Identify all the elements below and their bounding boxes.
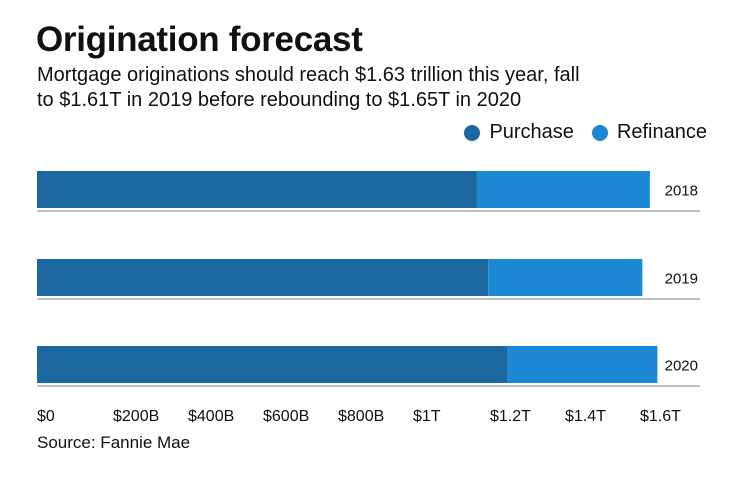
x-tick-label: $1.4T: [565, 408, 606, 425]
category-label-2019: 2019: [665, 271, 698, 288]
x-tick-label: $1.6T: [640, 408, 681, 425]
legend-label-purchase: Purchase: [489, 121, 574, 143]
x-tick-label: $1T: [413, 408, 441, 425]
source-note: Source: Fannie Mae: [37, 433, 191, 452]
legend-swatch-purchase: [464, 124, 481, 141]
subtitle-line-1: Mortgage originations should reach $1.63…: [37, 64, 580, 86]
legend-item-purchase: Purchase: [464, 121, 574, 144]
bar-refinance-2020: [507, 346, 658, 383]
category-label-2018: 2018: [665, 183, 698, 200]
subtitle-line-2: to $1.61T in 2019 before rebounding to $…: [37, 89, 522, 111]
bar-purchase-2018: [37, 171, 477, 208]
legend: Purchase Refinance: [454, 121, 707, 144]
legend-label-refinance: Refinance: [616, 121, 707, 143]
x-tick-label: $200B: [113, 408, 159, 425]
bar-refinance-2019: [488, 259, 643, 296]
chart-title: Origination forecast: [36, 20, 363, 59]
category-label-2020: 2020: [665, 358, 698, 375]
bar-purchase-2019: [37, 259, 489, 296]
bar-refinance-2018: [476, 171, 650, 208]
x-tick-label: $1.2T: [490, 408, 531, 425]
legend-item-refinance: Refinance: [591, 121, 707, 144]
x-tick-label: $800B: [338, 408, 384, 425]
bar-purchase-2020: [37, 346, 507, 383]
x-tick-label: $400B: [188, 408, 234, 425]
x-tick-label: $0: [37, 408, 55, 425]
legend-swatch-refinance: [591, 124, 608, 141]
x-tick-label: $600B: [263, 408, 309, 425]
